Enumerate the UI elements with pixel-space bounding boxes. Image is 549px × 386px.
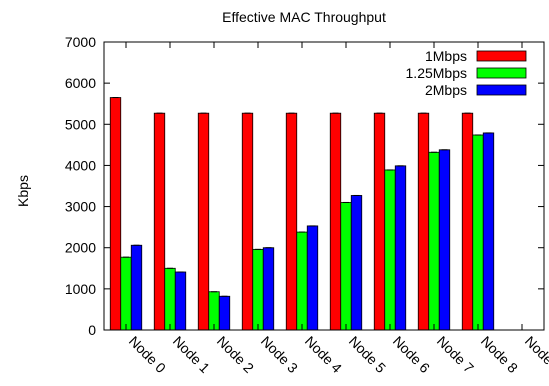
- bar: [329, 112, 342, 331]
- y-tick-label: 0: [88, 322, 96, 338]
- x-tick-label: Node 6: [390, 333, 433, 376]
- bar: [438, 149, 451, 331]
- legend-label: 1Mbps: [425, 48, 467, 64]
- bar: [218, 295, 231, 331]
- y-tick-label: 1000: [65, 281, 96, 297]
- x-tick-label: Node 1: [170, 333, 213, 376]
- bar: [482, 132, 495, 331]
- legend-label: 2Mbps: [425, 82, 467, 98]
- legend-label: 1.25Mbps: [406, 65, 467, 81]
- x-tick-label: Node 7: [434, 333, 477, 376]
- y-tick-label: 3000: [65, 199, 96, 215]
- y-tick-label: 2000: [65, 240, 96, 256]
- x-tick-label: Node 2: [214, 333, 257, 376]
- bar: [373, 112, 386, 331]
- bar: [472, 134, 484, 331]
- bar: [417, 112, 430, 331]
- bar: [164, 267, 176, 331]
- chart-title: Effective MAC Throughput: [222, 9, 386, 25]
- bar: [262, 247, 275, 331]
- legend-swatch: [476, 67, 527, 79]
- bar: [197, 112, 210, 331]
- bar: [252, 248, 264, 331]
- legend-swatch: [476, 84, 527, 96]
- x-tick-label: Node 9: [522, 333, 549, 376]
- legend-swatch: [476, 50, 527, 62]
- bar: [153, 112, 166, 331]
- x-tick-label: Node 3: [258, 333, 301, 376]
- bar: [120, 256, 132, 331]
- bar: [384, 169, 396, 331]
- plot-frame: [103, 41, 545, 331]
- y-tick-label: 4000: [65, 157, 96, 173]
- x-tick-label: Node 4: [302, 333, 345, 376]
- bar: [461, 112, 474, 331]
- bar: [296, 231, 308, 331]
- y-tick-label: 5000: [65, 116, 96, 132]
- bar: [394, 165, 407, 331]
- x-tick-label: Node 8: [478, 333, 521, 376]
- bar: [174, 271, 187, 331]
- bar: [109, 97, 122, 331]
- bar: [350, 195, 363, 331]
- bar: [130, 244, 143, 331]
- bar: [306, 225, 319, 331]
- bar: [241, 112, 254, 331]
- bar: [428, 151, 440, 331]
- x-tick-label: Node 5: [346, 333, 389, 376]
- x-tick-label: Node 0: [126, 333, 169, 376]
- y-tick-label: 6000: [65, 75, 96, 91]
- y-tick-label: 7000: [65, 34, 96, 50]
- bar: [285, 112, 298, 331]
- bar: [340, 202, 352, 331]
- y-axis-label: Kbps: [15, 175, 31, 207]
